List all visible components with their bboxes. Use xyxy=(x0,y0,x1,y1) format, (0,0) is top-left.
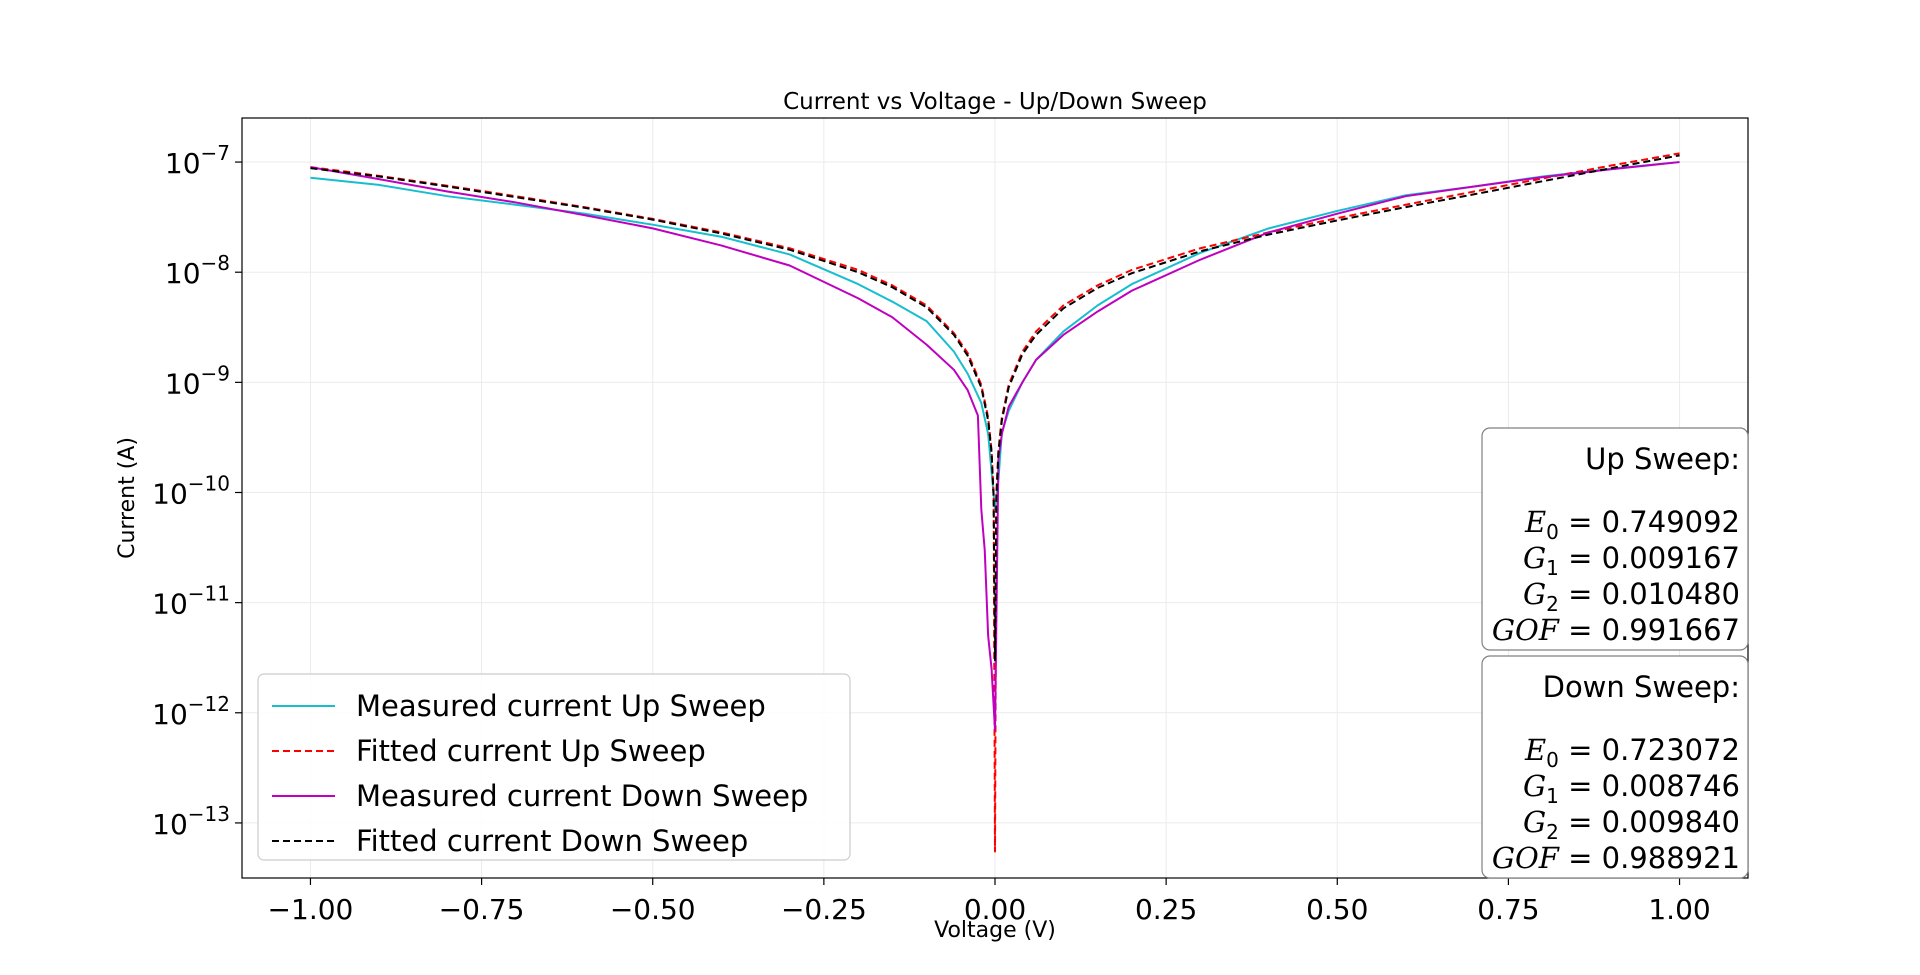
param-symbol: G xyxy=(1523,577,1546,611)
y-tick-exponent: −9 xyxy=(201,361,230,385)
y-tick-exponent: −10 xyxy=(188,471,230,495)
y-tick-base: 10 xyxy=(152,477,188,510)
param-symbol: G xyxy=(1523,541,1546,575)
y-tick-label: 10−7 xyxy=(165,141,230,180)
series-line xyxy=(310,161,1680,731)
y-tick-base: 10 xyxy=(152,808,188,841)
param-symbol: GOF xyxy=(1492,841,1560,875)
y-tick-label: 10−8 xyxy=(165,251,230,290)
param-value: 0.991667 xyxy=(1602,613,1740,647)
series-line xyxy=(310,152,1680,853)
fit-param: G1 = 0.009167 xyxy=(1523,541,1740,580)
legend: Measured current Up Sweep Fitted current … xyxy=(257,673,851,861)
legend-box xyxy=(257,673,851,861)
x-tick-label: 0.75 xyxy=(1477,893,1539,926)
y-tick-exponent: −8 xyxy=(201,251,230,275)
param-value: 0.723072 xyxy=(1602,733,1740,767)
param-value: 0.008746 xyxy=(1602,769,1740,803)
y-tick-label: 10−9 xyxy=(165,361,230,400)
fit-box-title: Down Sweep: xyxy=(1543,670,1740,704)
legend-label: Fitted current Down Sweep xyxy=(356,824,748,858)
param-equals: = xyxy=(1559,805,1602,839)
y-tick-exponent: −7 xyxy=(201,141,230,165)
param-equals: = xyxy=(1559,613,1602,647)
y-tick-base: 10 xyxy=(165,147,201,180)
fit-param: G2 = 0.009840 xyxy=(1523,805,1740,844)
series-layer xyxy=(310,152,1680,853)
fit-param: G2 = 0.010480 xyxy=(1523,577,1740,616)
series-line xyxy=(310,154,1680,662)
legend-label: Measured current Up Sweep xyxy=(356,689,766,723)
y-axis-label: Current (A) xyxy=(115,437,140,559)
param-equals: = xyxy=(1559,733,1602,767)
y-tick-base: 10 xyxy=(165,367,201,400)
y-tick-label: 10−12 xyxy=(152,692,230,731)
param-equals: = xyxy=(1559,505,1602,539)
param-equals: = xyxy=(1559,541,1602,575)
param-subscript: 0 xyxy=(1546,748,1559,772)
legend-label: Measured current Down Sweep xyxy=(356,779,808,813)
x-tick-label: 0.25 xyxy=(1135,893,1197,926)
x-tick-label: 0.00 xyxy=(964,893,1026,926)
y-tick-label: 10−10 xyxy=(152,471,230,510)
param-value: 0.988921 xyxy=(1602,841,1740,875)
param-subscript: 0 xyxy=(1546,520,1559,544)
chart-title: Current vs Voltage - Up/Down Sweep xyxy=(783,89,1207,115)
x-tick-label: −0.75 xyxy=(439,893,525,926)
fit-param: GOF = 0.991667 xyxy=(1492,613,1740,647)
y-tick-base: 10 xyxy=(152,588,188,621)
fit-param: G1 = 0.008746 xyxy=(1523,769,1740,808)
y-tick-exponent: −13 xyxy=(188,802,230,826)
param-symbol: GOF xyxy=(1492,613,1560,647)
fit-box-title: Up Sweep: xyxy=(1585,442,1740,476)
x-axis-label: Voltage (V) xyxy=(934,918,1056,943)
x-tick-label: 0.50 xyxy=(1306,893,1368,926)
param-value: 0.009167 xyxy=(1602,541,1740,575)
param-value: 0.010480 xyxy=(1602,577,1740,611)
param-symbol: E xyxy=(1524,733,1546,767)
fit-param: GOF = 0.988921 xyxy=(1492,841,1740,875)
param-subscript: 2 xyxy=(1546,592,1559,616)
x-tick-label: −0.25 xyxy=(781,893,867,926)
fit-box xyxy=(1481,655,1749,879)
fit-param: E0 = 0.749092 xyxy=(1524,505,1740,544)
x-tick-label: −1.00 xyxy=(268,893,354,926)
y-tick-exponent: −11 xyxy=(188,582,230,606)
y-tick-base: 10 xyxy=(165,257,201,290)
param-equals: = xyxy=(1559,769,1602,803)
x-tick-label: −0.50 xyxy=(610,893,696,926)
param-subscript: 1 xyxy=(1546,556,1559,580)
param-value: 0.009840 xyxy=(1602,805,1740,839)
param-symbol: G xyxy=(1523,769,1546,803)
param-value: 0.749092 xyxy=(1602,505,1740,539)
param-subscript: 2 xyxy=(1546,820,1559,844)
param-symbol: G xyxy=(1523,805,1546,839)
fit-param: E0 = 0.723072 xyxy=(1524,733,1740,772)
y-tick-exponent: −12 xyxy=(188,692,230,716)
x-tick-label: 1.00 xyxy=(1648,893,1710,926)
legend-label: Fitted current Up Sweep xyxy=(356,734,706,768)
x-ticks: −1.00 −0.75 −0.50 −0.25 0.00 0.25 0.50 0.75 1.00 xyxy=(268,878,1711,926)
fit-box xyxy=(1481,427,1749,651)
param-subscript: 1 xyxy=(1546,784,1559,808)
param-equals: = xyxy=(1559,577,1602,611)
param-symbol: E xyxy=(1524,505,1546,539)
param-equals: = xyxy=(1559,841,1602,875)
y-tick-base: 10 xyxy=(152,698,188,731)
y-tick-label: 10−11 xyxy=(152,582,230,621)
y-tick-label: 10−13 xyxy=(152,802,230,841)
